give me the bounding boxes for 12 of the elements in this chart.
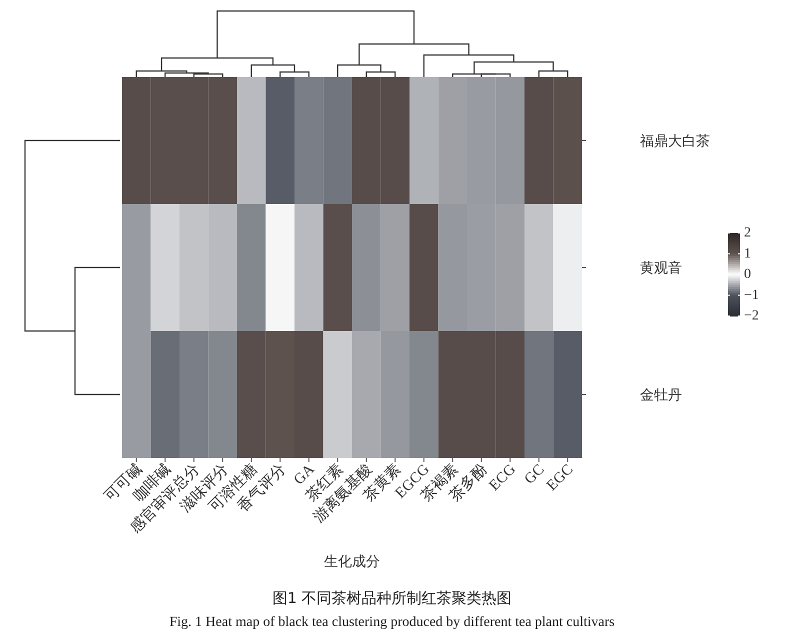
x-tick-label: GC (522, 462, 548, 488)
color-bar-label: −1 (744, 288, 759, 303)
color-bar-label: 1 (744, 246, 751, 262)
y-tick-label: 黄观音 (640, 260, 682, 276)
y-tick-label: 金牡丹 (640, 388, 682, 404)
color-bar-label: −2 (744, 308, 759, 324)
text: 图1 不同茶树品种所制红茶聚类热图 (272, 589, 512, 607)
color-bar-label: 2 (744, 226, 751, 240)
color-bar-label: 0 (744, 267, 751, 282)
x-axis-title: 生化成分 (324, 554, 380, 570)
y-tick-label: 福鼎大白茶 (640, 134, 710, 150)
text: Fig. 1 Heat map of black tea clustering produced by different tea plant cultivars (169, 615, 615, 630)
